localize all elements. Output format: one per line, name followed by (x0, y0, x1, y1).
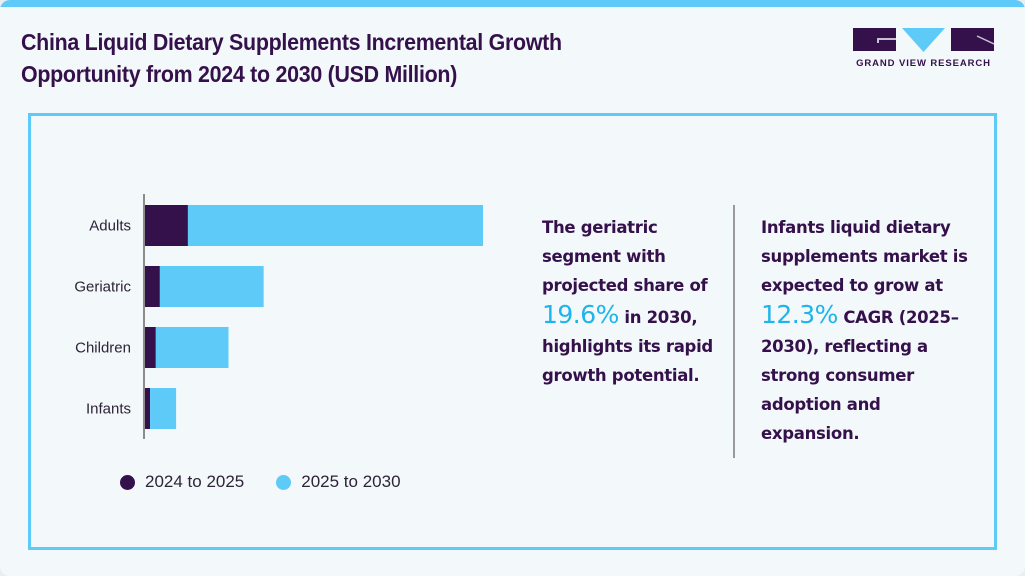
logo-r-block-icon (951, 28, 994, 51)
bar-infants-2024-to-2025 (145, 388, 151, 429)
legend-item-2025-2030: 2025 to 2030 (276, 472, 401, 492)
insight-geriatric: The geriatric segment with projected sha… (542, 213, 727, 390)
insight-text: Infants liquid dietary supplements marke… (761, 218, 968, 295)
category-label-infants: Infants (86, 401, 131, 418)
top-accent-bar (0, 0, 1025, 7)
legend-label: 2024 to 2025 (145, 472, 245, 491)
bar-infants-2025-to-2030 (150, 388, 177, 429)
legend-item-2024-2025: 2024 to 2025 (120, 472, 244, 492)
category-label-children: Children (75, 340, 131, 357)
content-frame (28, 113, 997, 550)
logo-v-triangle-icon (902, 28, 945, 52)
bar-adults-2025-to-2030 (187, 205, 483, 246)
chart-legend: 2024 to 2025 2025 to 2030 (120, 472, 433, 492)
logo-text: GRAND VIEW RESEARCH (856, 58, 991, 69)
page-title: China Liquid Dietary Supplements Increme… (21, 26, 728, 90)
category-label-geriatric: Geriatric (74, 279, 131, 296)
insight-text: in 2030, highlights its rapid growth pot… (542, 308, 713, 385)
category-label-adults: Adults (89, 218, 131, 235)
legend-dot-light-icon (276, 474, 292, 490)
insight-text: The geriatric segment with projected sha… (542, 218, 708, 295)
insight-text: CAGR (2025–2030), reflecting a strong co… (761, 308, 959, 443)
panel-divider (733, 205, 735, 458)
bar-children-2025-to-2030 (155, 327, 229, 368)
legend-dot-dark-icon (120, 474, 135, 490)
bar-children-2024-to-2025 (145, 327, 156, 368)
insight-infants: Infants liquid dietary supplements marke… (761, 213, 971, 448)
bar-geriatric-2025-to-2030 (159, 266, 264, 307)
bar-geriatric-2024-to-2025 (145, 266, 160, 307)
bar-adults-2024-to-2025 (145, 205, 188, 246)
logo-g-block-icon (853, 28, 896, 51)
title-line-2: Opportunity from 2024 to 2030 (USD Milli… (21, 61, 458, 87)
grand-view-research-logo: GRAND VIEW RESEARCH (853, 28, 994, 73)
legend-label: 2025 to 2030 (301, 472, 401, 491)
title-line-1: China Liquid Dietary Supplements Increme… (21, 29, 562, 55)
insight-highlight-share: 19.6% (542, 300, 619, 329)
insight-highlight-cagr: 12.3% (761, 300, 838, 329)
